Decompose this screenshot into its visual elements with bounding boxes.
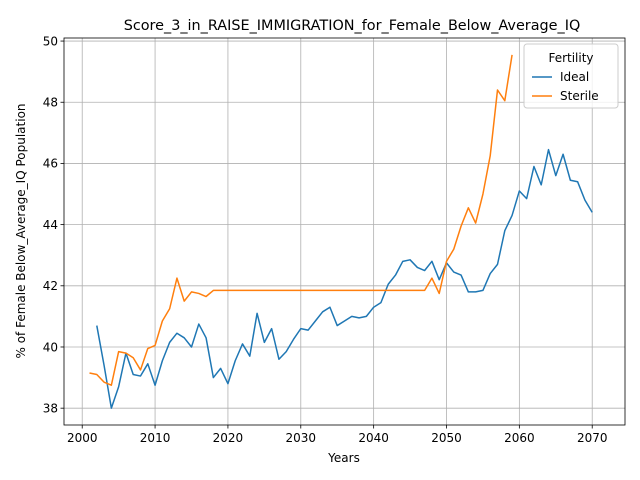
y-axis-label: % of Female Below_Average_IQ Population: [14, 103, 28, 358]
legend-title: Fertility: [548, 51, 593, 65]
x-tick-label: 2060: [504, 431, 535, 445]
y-tick-label: 42: [43, 279, 58, 293]
legend-label-sterile: Sterile: [560, 89, 599, 103]
x-tick-label: 2050: [431, 431, 462, 445]
y-tick-label: 48: [43, 96, 58, 110]
x-axis: 2000 2010 2020 2030 2040 2050 2060 2070: [67, 425, 608, 445]
plot-area-frame: [63, 37, 626, 426]
x-tick-label: 2000: [67, 431, 98, 445]
y-tick-label: 46: [43, 157, 58, 171]
x-tick-label: 2010: [140, 431, 171, 445]
chart-title: Score_3_in_RAISE_IMMIGRATION_for_Female_…: [124, 18, 581, 34]
series-layer: [89, 54, 593, 409]
y-tick-label: 38: [43, 401, 58, 415]
series-line-sterile: [89, 54, 513, 386]
legend-box: [523, 43, 619, 109]
series-line-ideal: [96, 148, 593, 409]
legend-label-ideal: Ideal: [560, 70, 589, 84]
y-tick-label: 44: [43, 218, 58, 232]
x-axis-label: Years: [327, 451, 360, 465]
x-tick-label: 2040: [358, 431, 389, 445]
y-tick-label: 50: [43, 34, 58, 48]
x-tick-label: 2030: [286, 431, 317, 445]
y-axis: 38 40 42 44 46 48 50: [43, 34, 64, 415]
x-tick-label: 2070: [577, 431, 608, 445]
y-tick-label: 40: [43, 340, 58, 354]
x-tick-label: 2020: [213, 431, 244, 445]
legend: Fertility Ideal Sterile: [523, 43, 619, 109]
